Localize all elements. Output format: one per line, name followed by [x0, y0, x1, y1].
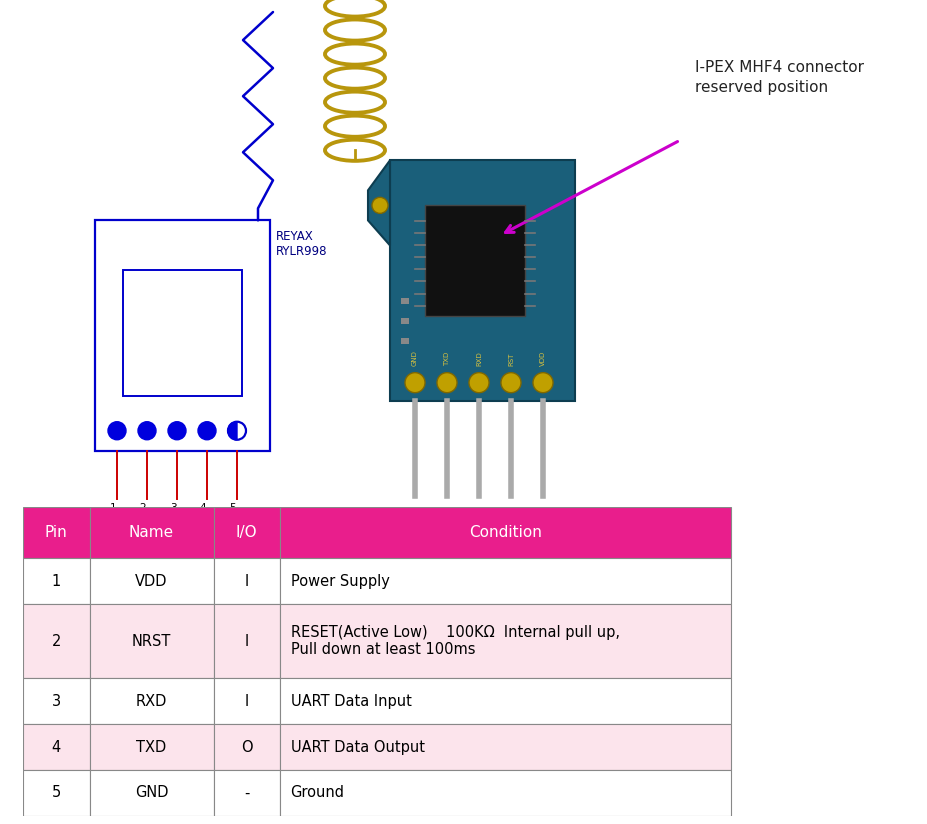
Text: 4: 4 [52, 740, 61, 755]
Text: I-PEX MHF4 connector
reserved position: I-PEX MHF4 connector reserved position [695, 60, 864, 95]
Text: 3: 3 [170, 503, 176, 513]
Bar [280, 604, 731, 678]
Circle shape [372, 197, 388, 213]
Bar [390, 161, 575, 400]
Bar [213, 604, 280, 678]
Text: RESET(Active Low)    100KΩ  Internal pull up,
Pull down at least 100ms: RESET(Active Low) 100KΩ Internal pull up… [290, 625, 619, 658]
Text: I: I [245, 574, 248, 588]
Bar [90, 678, 213, 724]
Bar [90, 559, 213, 604]
Text: RST: RST [508, 352, 514, 366]
Bar [401, 317, 409, 324]
Text: 1: 1 [52, 574, 61, 588]
Text: -: - [244, 785, 249, 800]
Text: Ground: Ground [290, 785, 345, 800]
Bar [280, 507, 731, 559]
Text: 4: 4 [199, 503, 207, 513]
Bar [425, 205, 525, 316]
Text: I: I [245, 634, 248, 648]
Bar [213, 559, 280, 604]
Text: I: I [245, 694, 248, 709]
Bar [90, 724, 213, 770]
Bar [280, 724, 731, 770]
Text: 1: 1 [109, 503, 116, 513]
Bar [213, 678, 280, 724]
Bar [23, 559, 90, 604]
Text: Power Supply: Power Supply [290, 574, 389, 588]
Circle shape [198, 422, 216, 440]
Text: Pin: Pin [45, 525, 68, 540]
Bar [280, 559, 731, 604]
Bar [95, 220, 270, 451]
Text: O: O [241, 740, 252, 755]
Text: 5: 5 [230, 503, 236, 513]
Text: 2: 2 [140, 503, 146, 513]
Text: GND: GND [412, 349, 418, 366]
Bar [90, 604, 213, 678]
Circle shape [168, 422, 186, 440]
Text: NRST: NRST [132, 634, 171, 648]
Text: REYAX
RYLR998: REYAX RYLR998 [276, 231, 327, 259]
Bar [23, 724, 90, 770]
Text: UART Data Output: UART Data Output [290, 740, 425, 755]
Bar [213, 770, 280, 816]
Bar [280, 678, 731, 724]
Text: 5: 5 [52, 785, 61, 800]
Bar [90, 770, 213, 816]
Circle shape [501, 372, 521, 393]
Circle shape [228, 422, 246, 440]
Text: VDD: VDD [540, 350, 546, 366]
Circle shape [108, 422, 126, 440]
Text: TXD: TXD [136, 740, 167, 755]
Bar [123, 270, 242, 396]
Bar [401, 297, 409, 303]
Bar [90, 507, 213, 559]
Bar [280, 770, 731, 816]
Text: Condition: Condition [469, 525, 542, 540]
Circle shape [405, 372, 425, 393]
Circle shape [138, 422, 156, 440]
Bar [23, 678, 90, 724]
Text: RXD: RXD [136, 694, 167, 709]
Bar [213, 507, 280, 559]
Bar [213, 724, 280, 770]
Bar [23, 507, 90, 559]
Text: UART Data Input: UART Data Input [290, 694, 412, 709]
Text: I/O: I/O [235, 525, 258, 540]
Text: VDD: VDD [135, 574, 168, 588]
Text: 3: 3 [52, 694, 61, 709]
Wedge shape [228, 422, 237, 440]
Circle shape [469, 372, 489, 393]
Circle shape [533, 372, 553, 393]
Bar [23, 604, 90, 678]
Polygon shape [368, 161, 390, 246]
Text: TXD: TXD [444, 351, 450, 366]
Bar [23, 770, 90, 816]
Text: 2: 2 [52, 634, 61, 648]
Bar [401, 338, 409, 344]
Circle shape [437, 372, 457, 393]
Text: RXD: RXD [476, 351, 482, 366]
Text: Name: Name [129, 525, 174, 540]
Text: GND: GND [134, 785, 169, 800]
